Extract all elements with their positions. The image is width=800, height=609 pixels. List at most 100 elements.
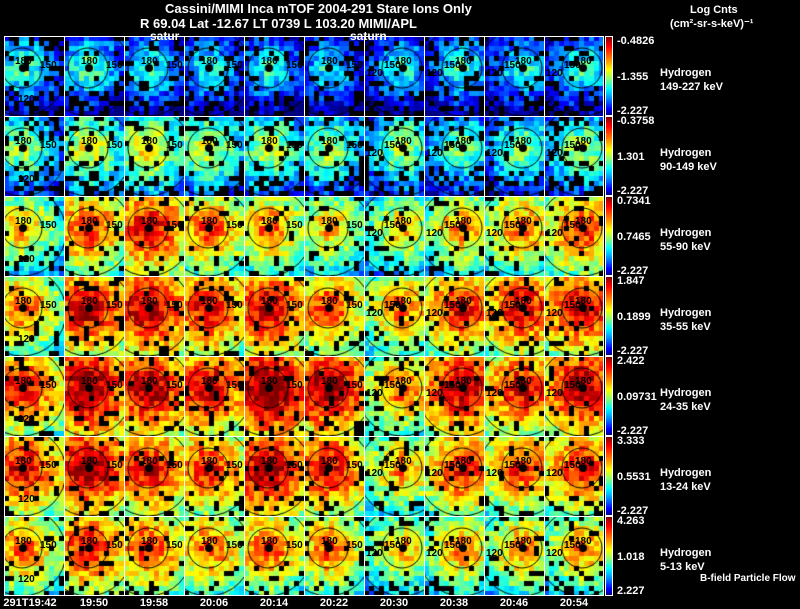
contour-label-180: 180 [575,376,592,387]
heatmap-panel [124,516,184,596]
species-energy-label: Hydrogen 149-227 keV [660,66,723,94]
heatmap-panel [544,276,604,356]
contour-label-120: 120 [18,574,35,585]
contour-label-150: 150 [504,460,521,471]
heatmap-panel [544,196,604,276]
contour-label-150: 150 [384,140,401,151]
contour-label-180: 180 [515,456,532,467]
contour-label-180: 180 [141,136,158,147]
contour-label-150: 150 [504,220,521,231]
contour-label-180: 180 [261,56,278,67]
colorbar-min-label: -2.227 [617,105,649,117]
contour-label-150: 150 [40,220,57,231]
contour-label-150: 150 [106,60,123,71]
heatmap-panel [124,36,184,116]
contour-label-150: 150 [504,60,521,71]
heatmap-panel [4,356,64,436]
saturn-overlay-label: saturn [350,29,387,43]
species-energy-label: Hydrogen 35-55 keV [660,306,711,334]
contour-label-150: 150 [40,60,57,71]
colorbar-mid-label: 0.5531 [617,471,651,483]
time-tick-label: 19:58 [139,597,169,609]
energy-range: 149-227 keV [660,81,723,93]
contour-label-150: 150 [444,220,461,231]
colorbar-min-label: -2.227 [617,185,649,197]
contour-label-120: 120 [486,308,503,319]
contour-label-120: 120 [546,548,563,559]
heatmap-panel [184,196,244,276]
contour-label-150: 150 [346,220,363,231]
grid-divider [544,36,545,596]
species-name: Hydrogen [660,67,712,79]
species-energy-label: Hydrogen 24-35 keV [660,386,711,414]
contour-label-180: 180 [15,456,32,467]
species-name: Hydrogen [660,547,712,559]
grid-divider [4,36,5,596]
contour-label-150: 150 [346,60,363,71]
colorbar-max-label: 3.333 [617,435,645,447]
grid-divider [484,36,485,596]
species-energy-label: Hydrogen 5-13 keV [660,546,711,574]
heatmap-panel [484,116,544,196]
heatmap-panel [244,116,304,196]
contour-label-180: 180 [395,216,412,227]
colorbar-max-label: 2.422 [617,355,645,367]
colorbar-max-label: 4.263 [617,515,645,527]
contour-label-150: 150 [286,60,303,71]
heatmap-panel [4,116,64,196]
image-panel-grid: 180 150 120 180 150 180 150 180 150 180 150 180 150 1… [4,36,604,596]
heatmap-panel [544,116,604,196]
colorbar-max-label: 0.7341 [617,195,651,207]
contour-label-180: 180 [15,136,32,147]
grid-divider [244,36,245,596]
contour-label-180: 180 [141,56,158,67]
species-energy-label: Hydrogen 55-90 keV [660,226,711,254]
contour-label-180: 180 [395,536,412,547]
contour-label-180: 180 [15,56,32,67]
heatmap-panel [64,116,124,196]
saturn-overlay-label: satur [150,29,180,43]
contour-label-120: 120 [486,468,503,479]
contour-label-180: 180 [455,136,472,147]
grid-divider [4,276,604,277]
contour-label-150: 150 [564,140,581,151]
heatmap-panel [304,436,364,516]
contour-label-180: 180 [321,216,338,227]
contour-label-180: 180 [515,56,532,67]
colorbar [605,116,613,196]
contour-label-120: 120 [18,334,35,345]
heatmap-panel [244,356,304,436]
contour-label-120: 120 [366,548,383,559]
contour-label-120: 120 [486,388,503,399]
contour-label-150: 150 [166,140,183,151]
contour-label-180: 180 [15,296,32,307]
contour-label-150: 150 [106,140,123,151]
colorbar-min-label: -2.227 [617,505,649,517]
contour-label-180: 180 [81,56,98,67]
grid-divider [424,36,425,596]
contour-label-180: 180 [395,56,412,67]
contour-label-150: 150 [286,460,303,471]
heatmap-panel [4,196,64,276]
colorbar-max-label: -0.3758 [617,115,655,127]
contour-label-120: 120 [18,254,35,265]
grid-divider [4,116,604,117]
contour-label-120: 120 [486,228,503,239]
heatmap-panel [484,276,544,356]
contour-label-120: 120 [546,148,563,159]
heatmap-panel [424,516,484,596]
colorbar [605,196,613,276]
heatmap-panel [244,276,304,356]
heatmap-panel [304,36,364,116]
contour-label-180: 180 [515,136,532,147]
contour-label-150: 150 [286,140,303,151]
time-tick-label: 19:50 [79,597,109,609]
contour-label-180: 180 [321,536,338,547]
contour-label-150: 150 [286,220,303,231]
contour-label-150: 150 [166,460,183,471]
heatmap-panel [364,36,424,116]
contour-label-120: 120 [546,388,563,399]
colorbar-units-label: Log Cnts [690,4,738,16]
contour-label-180: 180 [321,136,338,147]
heatmap-panel [64,196,124,276]
